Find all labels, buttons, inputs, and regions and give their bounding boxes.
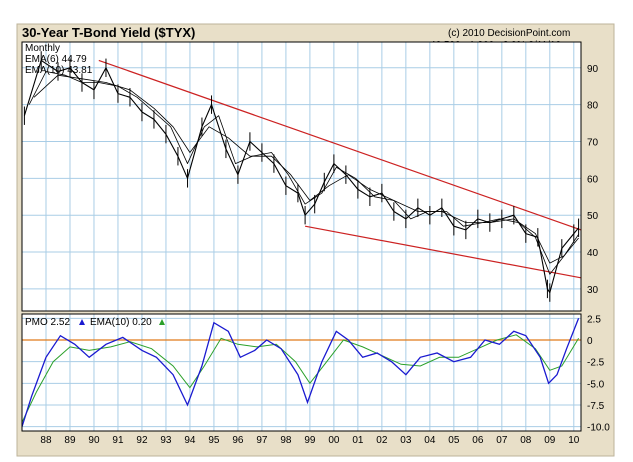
pmo-y-tick-label: -7.5 [587, 401, 605, 412]
pmo-ema-legend-label: EMA(10) 0.20 [90, 317, 152, 328]
pmo-legend: PMO 2.52 EMA(10) 0.20 [25, 317, 165, 328]
price-y-tick-label: 30 [587, 285, 599, 296]
ema6-line [28, 71, 579, 275]
pmo-panel: PMO 2.52 EMA(10) 0.20 2.5 0 -2.5 -5.0 -7.5 -10… [21, 313, 610, 434]
copyright-text: (c) 2010 DecisionPoint.com [448, 28, 570, 39]
chart-title: 30-Year T-Bond Yield ($TYX) [22, 25, 195, 40]
year-tick-label: 02 [376, 435, 388, 446]
pmo-y-tick-label: 2.5 [587, 314, 601, 325]
year-tick-label: 98 [280, 435, 292, 446]
price-legend-item: EMA(6) 44.79 [25, 54, 87, 65]
pmo-ema-up-arrow-icon [159, 319, 165, 325]
price-y-tick-label: 50 [587, 211, 599, 222]
price-trendlines [98, 59, 582, 279]
year-tick-label: 93 [160, 435, 172, 446]
price-y-tick-label: 90 [587, 64, 599, 75]
ema10-line [33, 74, 579, 264]
year-tick-label: 09 [544, 435, 556, 446]
pmo-plot-area [22, 314, 581, 431]
price-grid [22, 42, 581, 311]
year-tick-label: 95 [208, 435, 220, 446]
year-tick-label: 07 [496, 435, 508, 446]
year-tick-label: 00 [328, 435, 340, 446]
price-legend-item: Monthly [25, 43, 60, 54]
price-y-tick-label: 80 [587, 101, 599, 112]
price-plot-border [21, 41, 582, 312]
year-tick-label: 88 [40, 435, 52, 446]
price-y-tick-label: 40 [587, 248, 599, 259]
year-tick-label: 04 [424, 435, 436, 446]
pmo-y-tick-label: -10.0 [587, 423, 610, 434]
pmo-y-tick-label: 0 [587, 336, 593, 347]
pmo-series [21, 317, 580, 427]
trendline [304, 225, 582, 279]
pmo-up-arrow-icon [79, 319, 85, 325]
year-tick-label: 96 [232, 435, 244, 446]
trendline [98, 59, 582, 231]
year-tick-label: 92 [136, 435, 148, 446]
pmo-y-tick-label: -5.0 [587, 379, 605, 390]
year-tick-label: 05 [448, 435, 460, 446]
pmo-legend-label: PMO 2.52 [25, 317, 70, 328]
pmo-y-ticks: 2.5 0 -2.5 -5.0 -7.5 -10.0 [587, 314, 610, 433]
year-tick-label: 94 [184, 435, 196, 446]
year-tick-label: 89 [64, 435, 76, 446]
year-tick-label: 01 [352, 435, 364, 446]
year-tick-label: 06 [472, 435, 484, 446]
year-tick-label: 97 [256, 435, 268, 446]
price-series [23, 51, 580, 302]
price-legend-item: EMA(10) 43.81 [25, 65, 93, 76]
pmo-line [21, 317, 580, 427]
year-tick-label: 08 [520, 435, 532, 446]
pmo-y-tick-label: -2.5 [587, 358, 605, 369]
pmo-ema-line [21, 334, 580, 423]
year-tick-label: 90 [88, 435, 100, 446]
pmo-plot-border [21, 313, 582, 432]
price-y-tick-label: 70 [587, 137, 599, 148]
year-axis: 88 89 90 91 92 93 94 95 96 97 98 99 00 01 02 03 04 05 06 07… [40, 435, 579, 446]
year-tick-label: 10 [568, 435, 580, 446]
year-tick-label: 91 [112, 435, 124, 446]
year-tick-label: 03 [400, 435, 412, 446]
year-tick-label: 99 [304, 435, 316, 446]
price-y-ticks: 30 40 50 60 70 80 90 [587, 64, 599, 296]
price-y-tick-label: 60 [587, 174, 599, 185]
